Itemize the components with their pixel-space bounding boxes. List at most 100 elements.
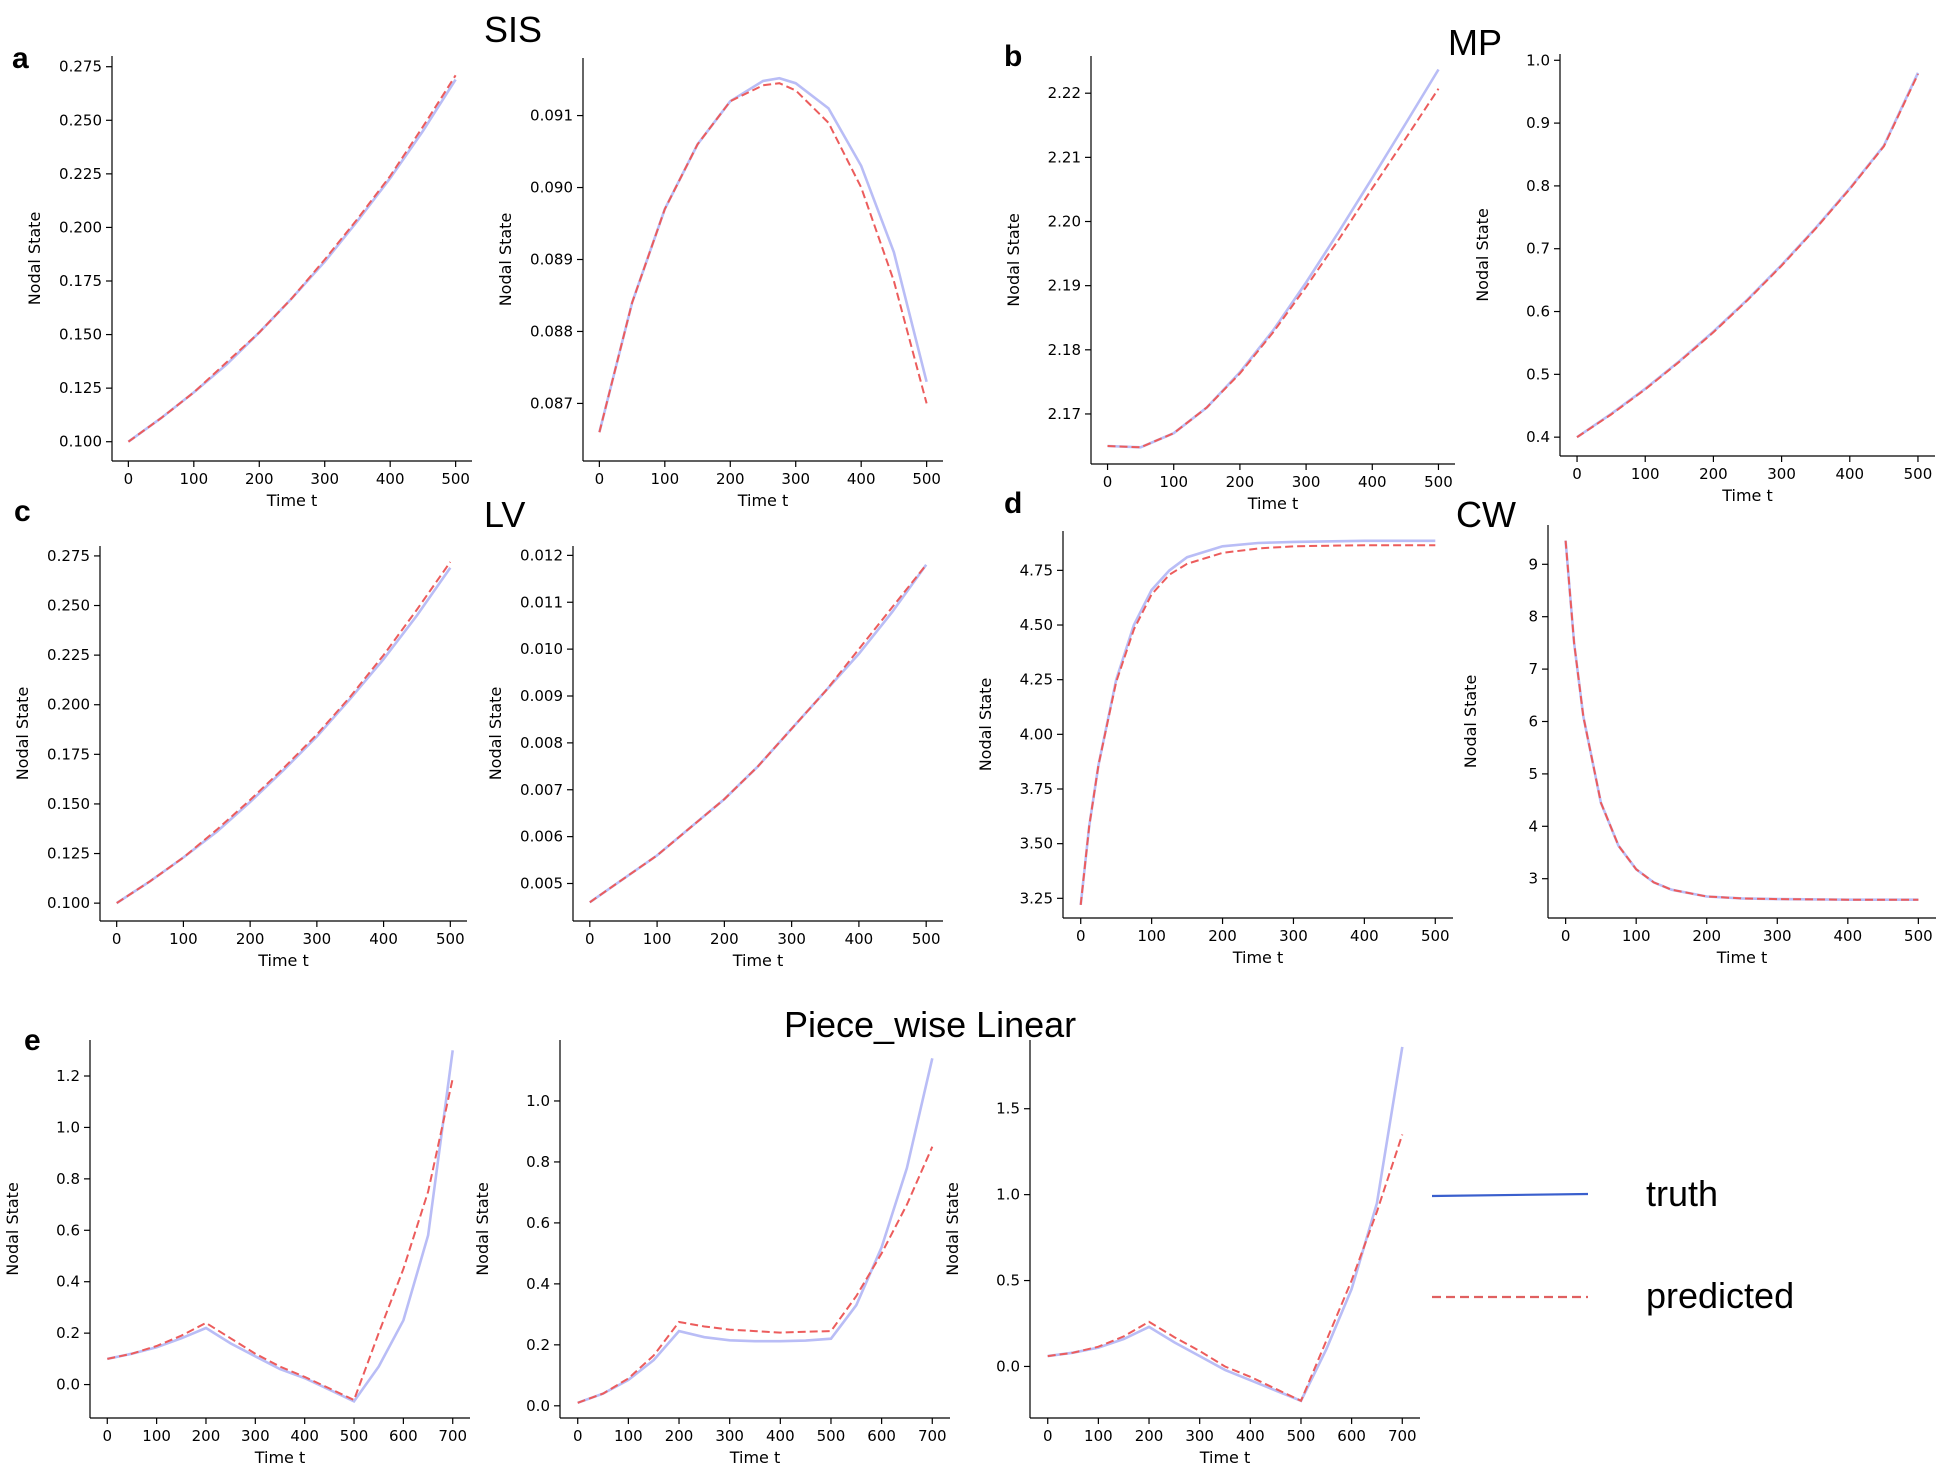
x-tick-label: 0 (595, 470, 605, 488)
y-tick-label: 9 (1528, 555, 1538, 573)
predicted-series-line (1107, 88, 1440, 449)
x-tick-label: 400 (1358, 473, 1387, 491)
chart-7: 0 100 200 300 400 500 3.25 3.50 3.75 4.00 4.25 4.50… (976, 531, 1453, 967)
x-tick-label: 0 (124, 470, 134, 488)
chart-9: 0 100 200 300 400 500 600 700 0.0 0.2 0.4 0.6 0.8 1.0… (3, 1040, 470, 1467)
y-tick-label: 0.8 (526, 1153, 550, 1171)
truth-series-line (1107, 68, 1440, 449)
y-tick-label: 2.20 (1048, 213, 1081, 231)
y-tick-label: 0.0 (996, 1357, 1020, 1375)
truth-series-line (1079, 539, 1436, 906)
y-tick-label: 0.005 (520, 875, 563, 893)
predicted-series-line (107, 1078, 454, 1402)
x-tick-label: 300 (1767, 465, 1796, 483)
x-tick-label: 0 (1076, 927, 1086, 945)
x-tick-label: 100 (1159, 473, 1188, 491)
y-tick-label: 1.0 (996, 1186, 1020, 1204)
y-tick-label: 0.125 (47, 845, 90, 863)
y-tick-label: 2.22 (1048, 84, 1081, 102)
x-axis-label: Time t (257, 951, 309, 970)
x-tick-label: 300 (303, 930, 332, 948)
chart-10: 0 100 200 300 400 500 600 700 0.0 0.2 0.4 0.6 0.8 1.0… (473, 1040, 950, 1467)
y-tick-label: 1.0 (1526, 51, 1550, 69)
x-tick-label: 100 (614, 1427, 643, 1445)
y-tick-label: 0.088 (530, 322, 573, 340)
y-tick-label: 0.0 (526, 1397, 550, 1415)
truth-series-line (115, 567, 452, 905)
y-tick-label: 0.250 (59, 111, 102, 129)
y-tick-label: 2.19 (1048, 277, 1081, 295)
x-tick-label: 400 (290, 1427, 319, 1445)
legend-truth-swatch (1431, 1192, 1589, 1198)
y-tick-label: 0.275 (59, 58, 102, 76)
x-tick-label: 200 (245, 470, 274, 488)
legend: truth predicted (1431, 1173, 1794, 1316)
x-tick-label: 500 (1424, 473, 1453, 491)
y-axis-label: Nodal State (943, 1182, 962, 1276)
x-tick-label: 0 (1043, 1427, 1053, 1445)
x-tick-label: 500 (912, 930, 941, 948)
x-tick-label: 400 (1833, 927, 1862, 945)
x-tick-label: 0 (1103, 473, 1113, 491)
x-tick-label: 700 (1388, 1427, 1417, 1445)
predicted-series-line (127, 74, 457, 443)
truth-series-line (1047, 1046, 1404, 1403)
x-tick-label: 100 (179, 470, 208, 488)
y-tick-label: 0.012 (520, 546, 563, 564)
y-tick-label: 0.091 (530, 107, 573, 125)
x-tick-label: 200 (1226, 473, 1255, 491)
x-axis-label: Time t (266, 491, 318, 510)
predicted-series-line (1576, 73, 1919, 439)
x-axis-label: Time t (1199, 1448, 1251, 1467)
x-tick-label: 600 (867, 1427, 896, 1445)
y-tick-label: 0.007 (520, 781, 563, 799)
x-tick-label: 700 (918, 1427, 947, 1445)
y-tick-label: 1.5 (996, 1100, 1020, 1118)
x-tick-label: 500 (1421, 927, 1450, 945)
y-tick-label: 0.8 (1526, 177, 1550, 195)
y-axis-label: Nodal State (1473, 208, 1492, 302)
x-tick-label: 300 (1279, 927, 1308, 945)
x-tick-label: 300 (777, 930, 806, 948)
y-axis-label: Nodal State (25, 212, 44, 306)
x-tick-label: 0 (573, 1427, 583, 1445)
x-tick-label: 0 (1561, 927, 1571, 945)
x-tick-label: 500 (912, 470, 941, 488)
y-tick-label: 2.17 (1048, 405, 1081, 423)
y-tick-label: 0.150 (59, 326, 102, 344)
x-tick-label: 600 (1337, 1427, 1366, 1445)
y-tick-label: 0.090 (530, 179, 573, 197)
y-tick-label: 6 (1528, 713, 1538, 731)
y-tick-label: 0.6 (526, 1214, 550, 1232)
y-tick-label: 0.175 (59, 272, 102, 290)
x-tick-label: 0 (585, 930, 595, 948)
x-tick-label: 500 (441, 470, 470, 488)
x-tick-label: 100 (169, 930, 198, 948)
group-title-lv: LV (484, 494, 525, 535)
x-axis-label: Time t (732, 951, 784, 970)
x-tick-label: 400 (847, 470, 876, 488)
y-tick-label: 0.4 (526, 1275, 550, 1293)
chart-5: 0 100 200 300 400 500 0.100 0.125 0.150 0.175 0.20… (13, 546, 467, 970)
y-tick-label: 0.2 (56, 1324, 80, 1342)
x-tick-label: 100 (1084, 1427, 1113, 1445)
x-tick-label: 200 (192, 1427, 221, 1445)
predicted-series-line (1047, 1134, 1404, 1403)
x-tick-label: 100 (650, 470, 679, 488)
chart-3: 0 100 200 300 400 500 2.17 2.18 2.19 2.20 2.21 2.22… (1004, 56, 1455, 513)
x-tick-label: 500 (1904, 927, 1933, 945)
x-tick-label: 300 (241, 1427, 270, 1445)
x-tick-label: 300 (1185, 1427, 1214, 1445)
y-tick-label: 0.4 (1526, 428, 1550, 446)
x-tick-label: 400 (845, 930, 874, 948)
panel-letter-e: e (24, 1024, 41, 1057)
truth-series-line (577, 1058, 934, 1405)
y-tick-label: 0.5 (1526, 365, 1550, 383)
y-tick-label: 0.2 (526, 1336, 550, 1354)
y-tick-label: 0.009 (520, 687, 563, 705)
x-tick-label: 500 (1904, 465, 1933, 483)
chart-4: 0 100 200 300 400 500 0.4 0.5 0.6 0.7 0.8 0.9 1.0 Tim… (1473, 51, 1935, 505)
y-tick-label: 4.00 (1020, 725, 1053, 743)
x-tick-label: 500 (340, 1427, 369, 1445)
y-tick-label: 8 (1528, 608, 1538, 626)
